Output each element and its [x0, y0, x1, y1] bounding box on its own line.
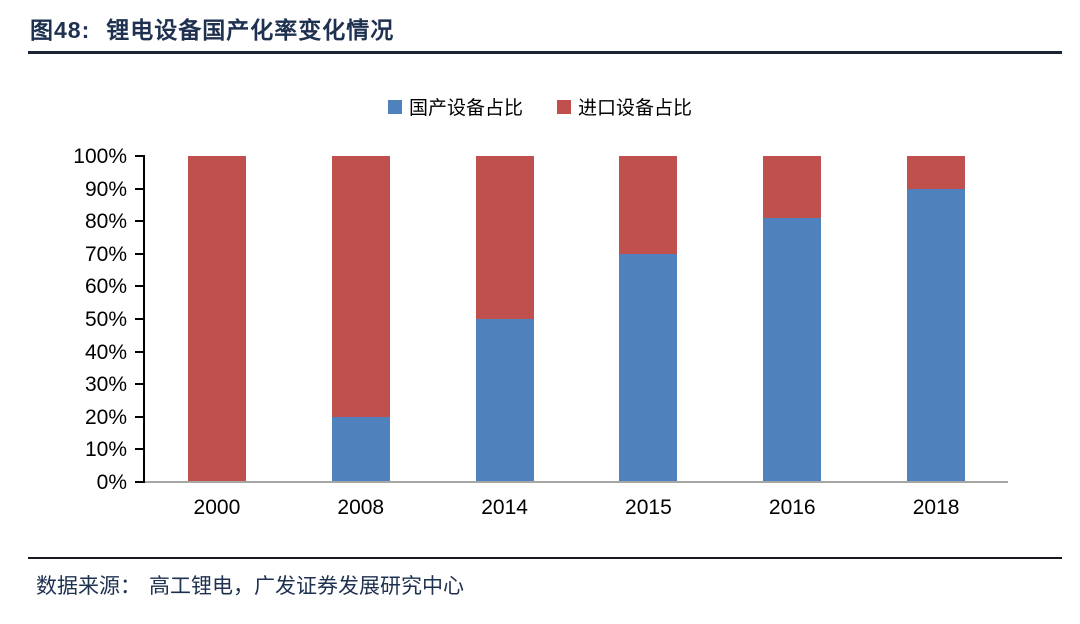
x-axis-label: 2000 — [193, 496, 241, 519]
data-source-text: 高工锂电，广发证券发展研究中心 — [149, 575, 464, 598]
figure-title: 锂电设备国产化率变化情况 — [106, 17, 395, 43]
y-axis-tick — [135, 155, 145, 157]
data-source-label: 数据来源： — [36, 575, 141, 598]
y-axis-line — [143, 155, 145, 483]
y-axis-tick-label: 50% — [84, 308, 127, 331]
y-axis-tick — [135, 318, 145, 320]
y-axis-tick-label: 20% — [84, 405, 127, 429]
x-axis-label: 2018 — [912, 496, 960, 519]
y-axis-tick-label: 90% — [84, 177, 127, 201]
y-axis-tick — [135, 415, 145, 418]
x-axis-label: 2015 — [625, 496, 672, 519]
y-axis-tick-label: 70% — [84, 242, 127, 266]
legend-item: 国产设备占比 — [387, 93, 523, 120]
legend-item: 进口设备占比 — [557, 93, 692, 120]
legend-swatch — [387, 99, 402, 114]
y-axis-tick — [135, 220, 145, 223]
bar-segment-import — [763, 156, 822, 218]
y-axis-tick-label: 100% — [73, 145, 127, 168]
y-axis-tick-label: 10% — [84, 438, 127, 462]
y-axis-tick-label: 30% — [84, 373, 127, 397]
figure-header: 图48: 锂电设备国产化率变化情况 — [30, 11, 394, 45]
x-axis-baseline — [145, 481, 1008, 483]
bar-segment-import — [907, 156, 966, 189]
y-axis-tick — [135, 187, 145, 190]
x-axis-label: 2008 — [337, 496, 385, 519]
title-divider — [28, 51, 1062, 54]
figure-number: 图48: — [30, 17, 91, 43]
y-axis-tick — [135, 383, 145, 386]
bar-segment-domestic — [619, 253, 678, 482]
y-axis-tick-label: 0% — [96, 471, 127, 494]
footer-divider — [28, 557, 1062, 559]
bar-segment-domestic — [907, 188, 966, 482]
bar-segment-domestic — [331, 416, 390, 482]
y-axis-tick-label: 80% — [84, 210, 127, 234]
legend-swatch — [557, 99, 571, 114]
bar-segment-import — [187, 156, 246, 482]
bar-segment-import — [331, 156, 390, 417]
legend-label: 进口设备占比 — [578, 98, 693, 119]
x-axis-label: 2014 — [481, 496, 528, 519]
bar-segment-import — [475, 156, 534, 319]
chart-legend: 国产设备占比 进口设备占比 — [0, 93, 1080, 120]
bar-segment-import — [619, 156, 678, 254]
y-axis-tick — [135, 350, 145, 353]
x-axis-label: 2016 — [768, 496, 816, 519]
y-axis-tick — [135, 285, 145, 288]
bar-segment-domestic — [475, 319, 534, 482]
data-source: 数据来源： 高工锂电，广发证券发展研究中心 — [36, 570, 464, 600]
y-axis-tick-label: 60% — [84, 275, 127, 299]
legend-label: 国产设备占比 — [408, 98, 523, 119]
y-axis-tick — [135, 252, 145, 255]
y-axis-tick — [135, 448, 145, 451]
bar-segment-domestic — [763, 217, 822, 482]
y-axis-tick-label: 40% — [84, 340, 127, 364]
y-axis-tick — [135, 481, 145, 483]
